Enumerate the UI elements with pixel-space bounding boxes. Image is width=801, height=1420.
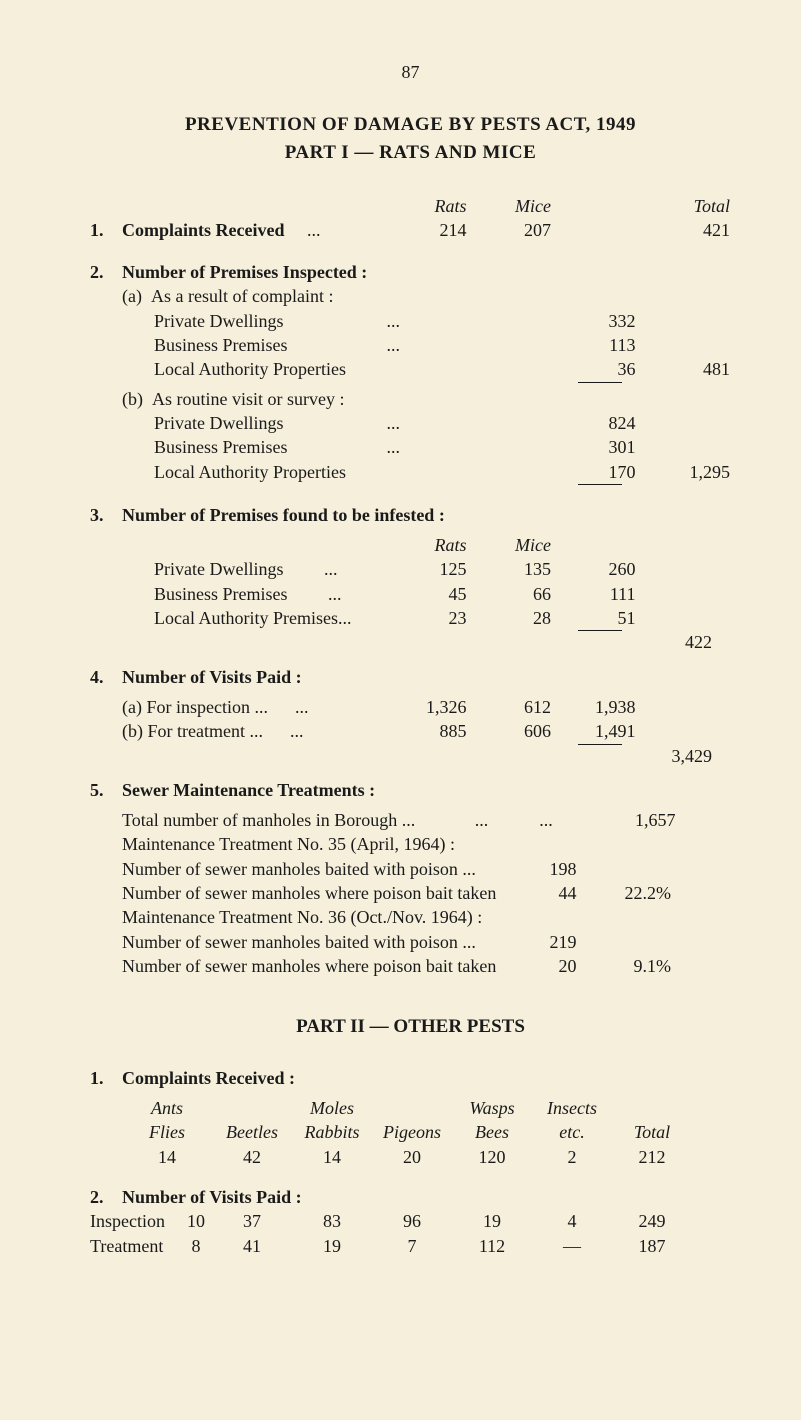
section-5: 5. Sewer Maintenance Treatments : Total …: [90, 778, 731, 978]
title-line-1: PREVENTION OF DAMAGE BY PESTS ACT, 1949: [90, 112, 731, 138]
column-headers: Rats Mice Total: [90, 194, 731, 218]
rule: [578, 484, 622, 485]
rule: [578, 630, 622, 631]
part2-title: PART II — OTHER PESTS: [90, 1014, 731, 1040]
s1-rats: 214: [387, 218, 467, 242]
s2b-heading: As routine visit or survey :: [152, 389, 344, 409]
section-num: 4.: [90, 665, 122, 768]
section-num: 3.: [90, 503, 122, 655]
section-3: 3. Number of Premises found to be infest…: [90, 503, 731, 655]
s4-label: Number of Visits Paid :: [122, 665, 731, 689]
section-num: 5.: [90, 778, 122, 978]
hdr-mice: Mice: [471, 194, 551, 218]
p2s2-label: Number of Visits Paid :: [122, 1185, 731, 1209]
p2-table-header: Ants Flies Beetles Moles Rabbits Pigeons…: [122, 1096, 731, 1145]
p2s1-label: Complaints Received :: [122, 1066, 731, 1090]
page-number: 87: [90, 60, 731, 84]
s1-total: 421: [640, 218, 730, 242]
title-block: PREVENTION OF DAMAGE BY PESTS ACT, 1949 …: [90, 112, 731, 165]
p2s2-row-inspection: Inspection 10 37 83 96 19 4 249: [90, 1209, 731, 1233]
s1-label: Complaints Received: [122, 220, 284, 240]
title-line-2: PART I — RATS AND MICE: [90, 140, 731, 166]
section-2: 2. Number of Premises Inspected : (a) As…: [90, 260, 731, 503]
hdr-rats: Rats: [387, 194, 467, 218]
s1-mice: 207: [471, 218, 551, 242]
p2-section-2: 2. Number of Visits Paid :: [90, 1185, 731, 1209]
p2-table-row: 14 42 14 20 120 2 212: [122, 1145, 731, 1169]
rule: [578, 382, 622, 383]
section-1: 1. Complaints Received ... 214 207 421: [90, 218, 731, 242]
p2s2-row-treatment: Treatment 8 41 19 7 112 — 187: [90, 1234, 731, 1258]
section-num: 2.: [90, 1185, 122, 1209]
section-num: 1.: [90, 218, 122, 242]
s2-label: Number of Premises Inspected :: [122, 260, 731, 284]
section-4: 4. Number of Visits Paid : (a) For inspe…: [90, 665, 731, 768]
s5-label: Sewer Maintenance Treatments :: [122, 778, 731, 802]
section-num: 1.: [90, 1066, 122, 1096]
s2a-label: (a): [122, 286, 142, 306]
s3-label: Number of Premises found to be infested …: [122, 503, 731, 527]
section-num: 2.: [90, 260, 122, 503]
hdr-total: Total: [640, 194, 730, 218]
s2a-heading: As a result of complaint :: [151, 286, 333, 306]
s2b-label: (b): [122, 389, 143, 409]
rule: [578, 744, 622, 745]
p2-section-1: 1. Complaints Received :: [90, 1066, 731, 1096]
